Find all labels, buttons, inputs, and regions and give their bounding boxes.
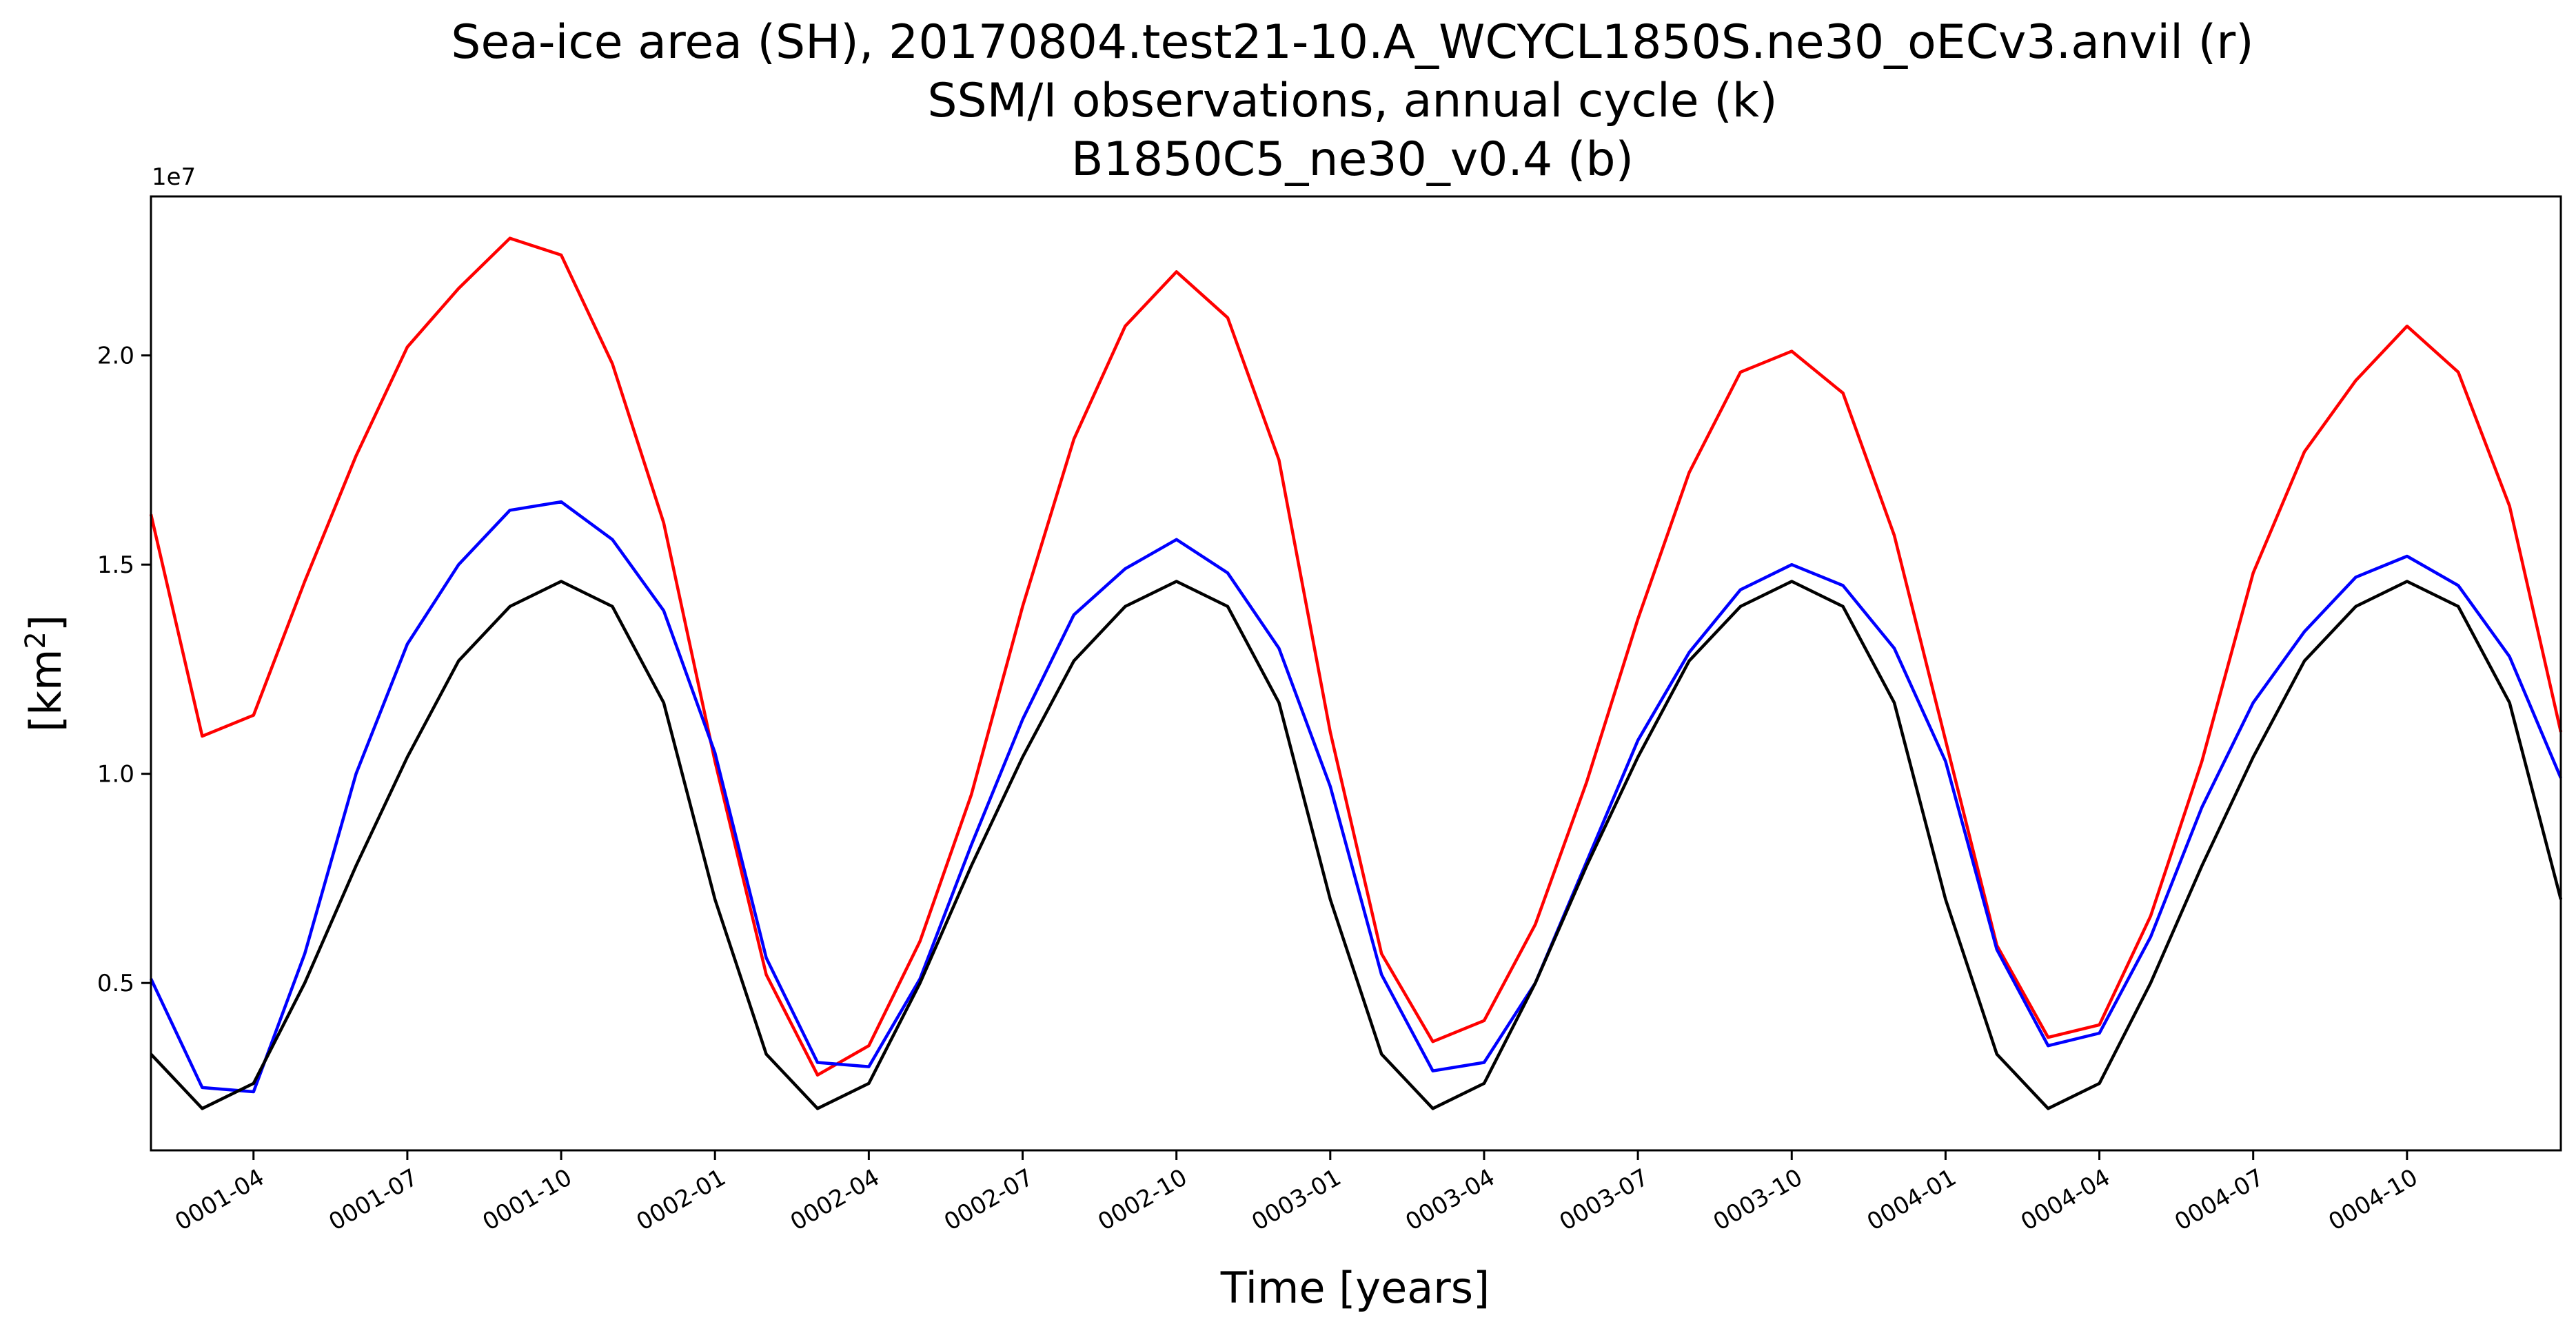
x-axis-label: Time [years] [1220,1263,1490,1313]
series-line-1 [149,500,2563,1094]
y-offset-label: 1e7 [152,163,196,191]
chart-title-line-3: B1850C5_ne30_v0.4 (b) [1071,132,1634,187]
chart-title-line-2: SSM/I observations, annual cycle (k) [927,74,1777,128]
y-tick-label-0: 0.5 [97,970,134,997]
y-tick-label-2: 1.5 [97,551,134,579]
y-axis-label-superscript: 2 [20,631,52,649]
chart-title-line-1: Sea-ice area (SH), 20170804.test21-10.A_… [451,15,2253,70]
y-axis-label: [km2] [20,615,71,732]
y-ticks: 0.5 1.0 1.5 2.0 [97,343,151,997]
y-axis-label-end: ] [21,615,71,631]
series-line-0 [149,236,2563,1077]
y-axis-label-base: [km [21,649,71,733]
series-line-2 [150,580,2563,1110]
plot-frame [150,195,2562,1152]
series-layer [149,236,2563,1110]
y-tick-label-3: 2.0 [97,343,134,370]
y-tick-label-1: 1.0 [97,761,134,788]
